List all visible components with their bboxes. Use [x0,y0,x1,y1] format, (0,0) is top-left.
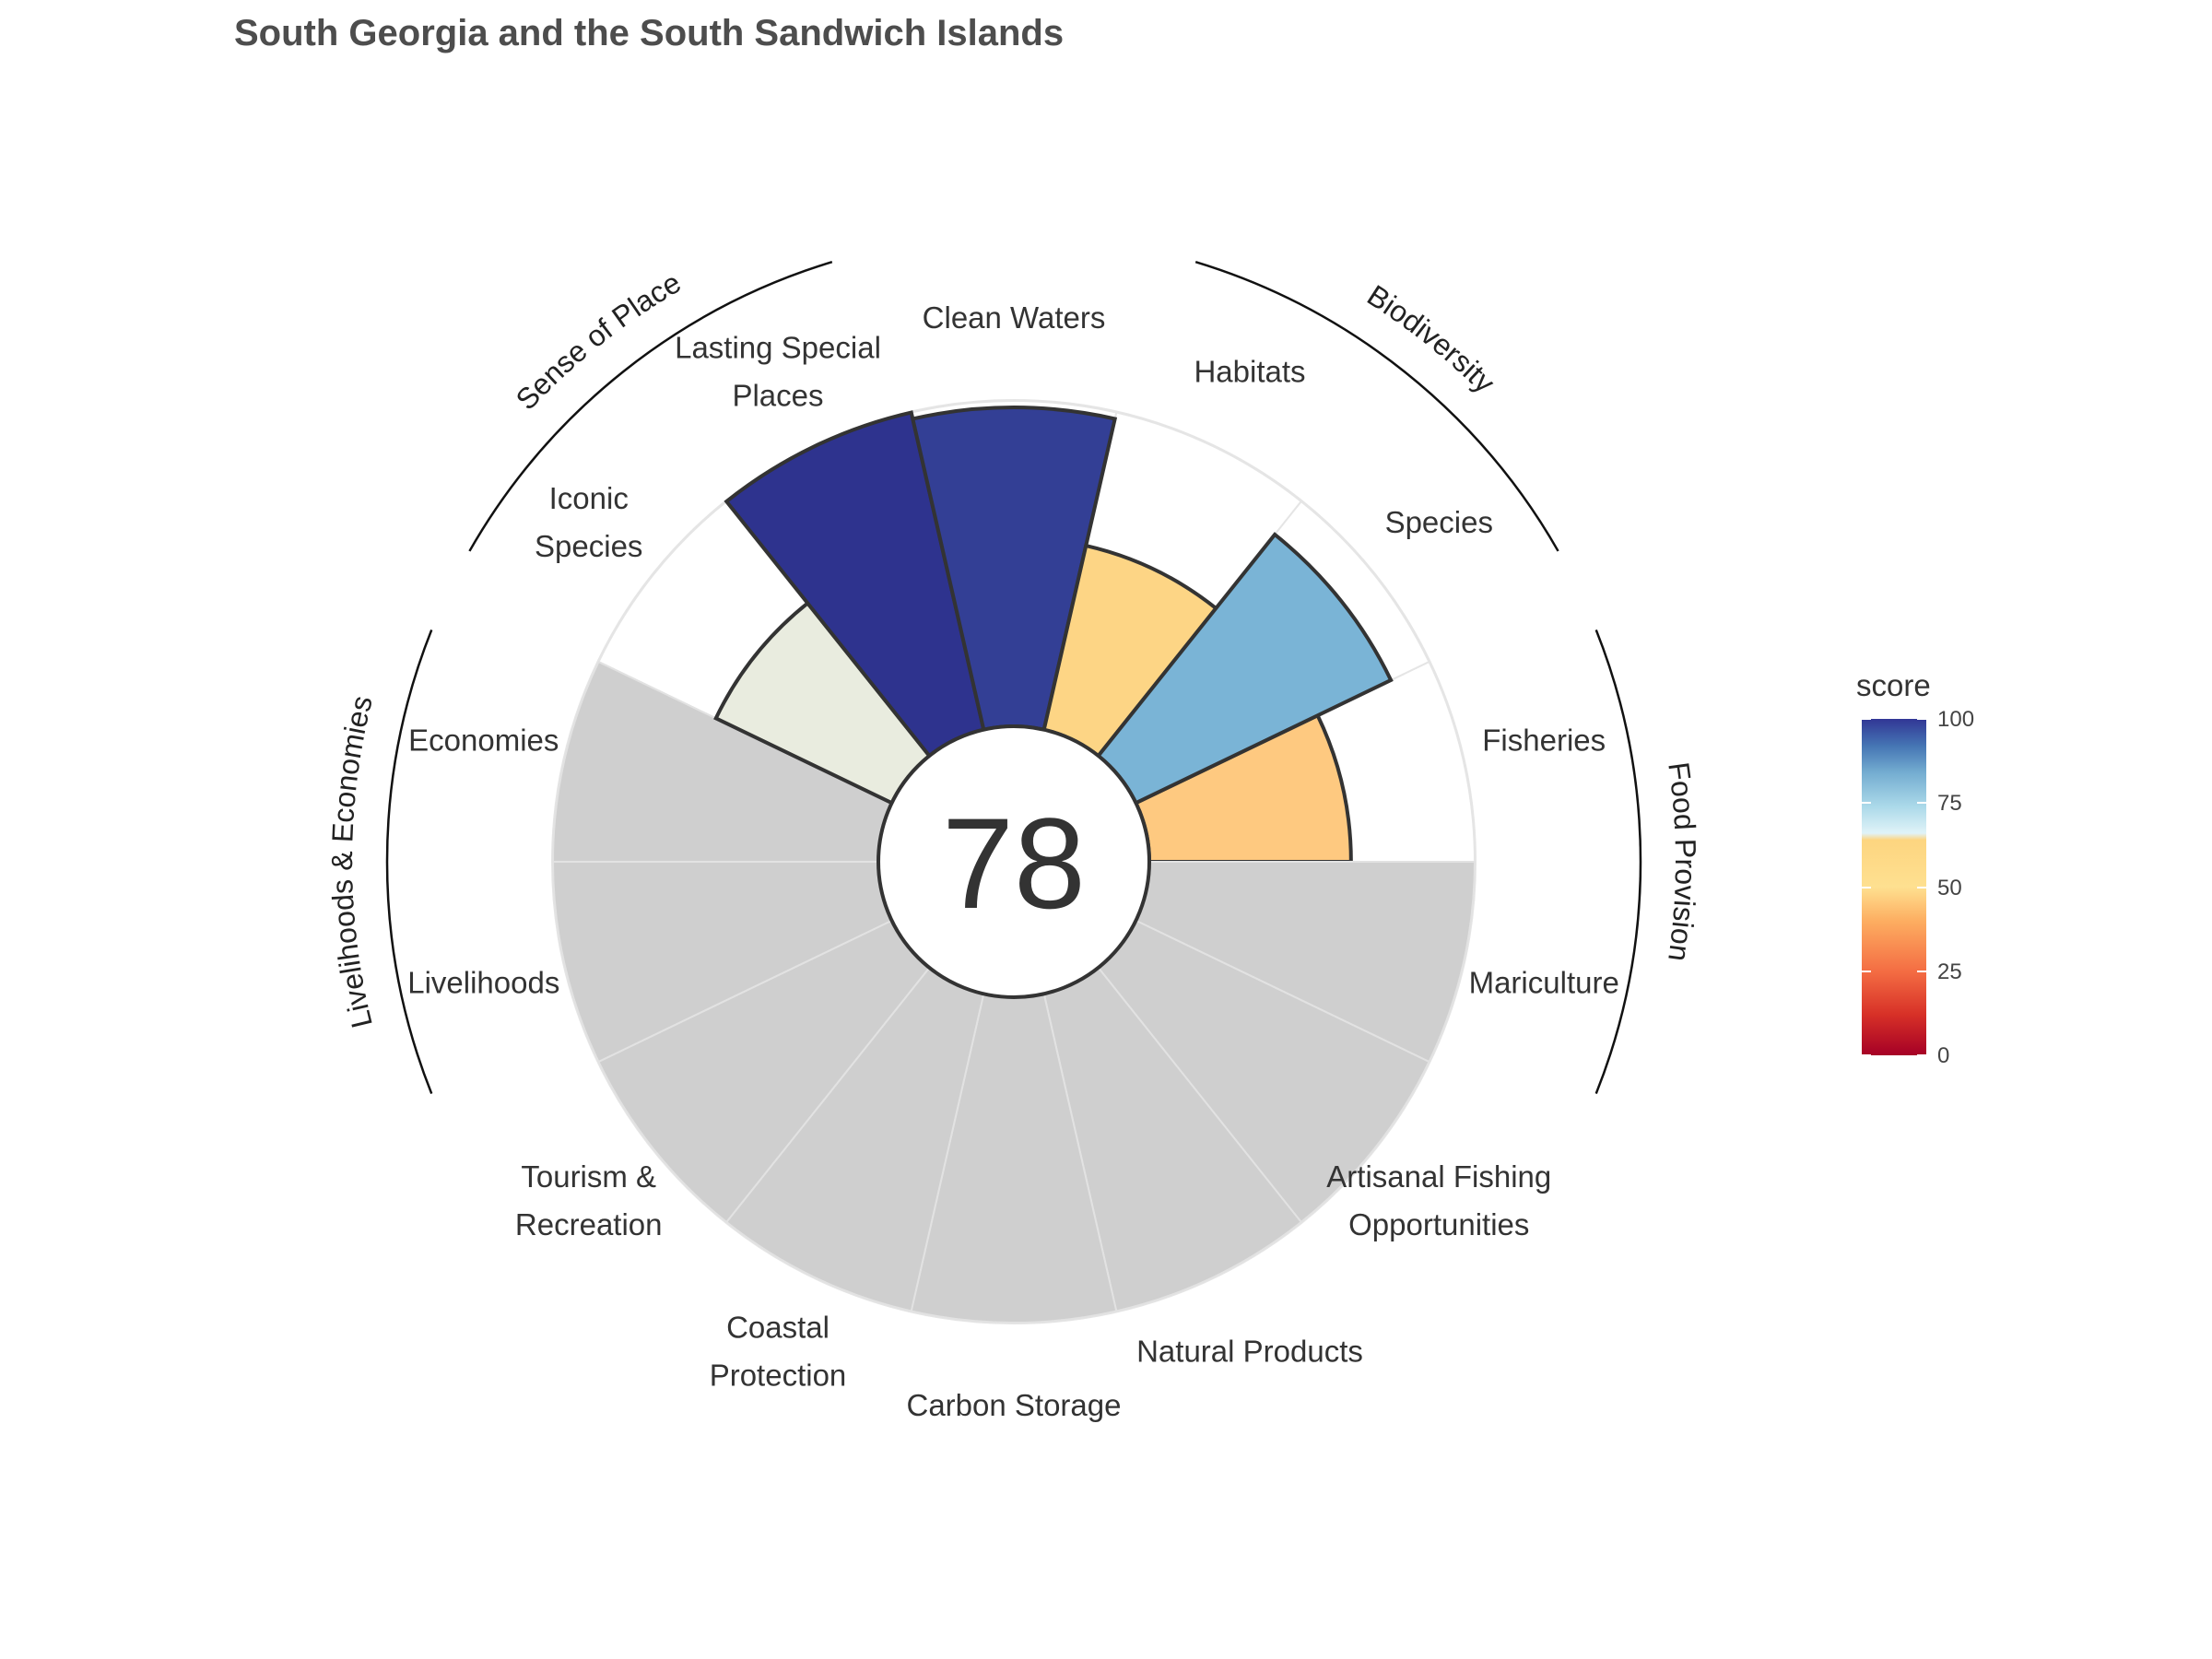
group-arc-livelihoods-and-economies [385,629,433,1095]
chart-title: South Georgia and the South Sandwich Isl… [234,13,1065,53]
petal-label-line: Economies [408,724,559,758]
group-label-food-provision: Food Provision [1662,760,1702,964]
group-label-biodiversity: Biodiversity [1361,278,1501,399]
petal-label-natural-products: Natural Products [1136,1335,1363,1369]
petal-label-carbon-storage: Carbon Storage [907,1388,1122,1422]
legend-tick-label: 25 [1937,959,1962,984]
petal-label-clean-waters: Clean Waters [923,300,1106,335]
petal-label-line: Coastal [726,1311,830,1345]
legend-tick-label: 50 [1937,876,1962,900]
group-arc-sense-of-place [468,261,833,552]
petal-label-line: Mariculture [1469,965,1619,999]
legend-title: score [1856,668,1931,702]
petal-label-iconic-species: Iconic Species [535,481,642,563]
petal-label-line: Livelihoods [407,965,559,999]
petal-label-livelihoods: Livelihoods [407,965,559,999]
petal-label-line: Opportunities [1348,1207,1529,1241]
petal-label-line: Clean Waters [923,300,1106,335]
petal-label-line: Places [732,378,823,412]
petal-label-lasting-special-places: Lasting Special Places [675,330,881,412]
petal-label-line: Species [535,529,642,563]
petal-label-economies: Economies [408,724,559,758]
group-label-text: Biodiversity [1361,278,1501,399]
legend-tick-label: 75 [1937,791,1962,816]
petal-label-line: Habitats [1194,354,1305,388]
petal-label-mariculture: Mariculture [1469,965,1619,999]
petal-label-line: Tourism & [521,1159,656,1194]
group-arc-food-provision [1594,629,1642,1095]
petal-label-tourism-and-recreation: Tourism & Recreation [515,1159,663,1241]
petal-label-line: Recreation [515,1207,663,1241]
petal-label-line: Artisanal Fishing [1326,1159,1551,1194]
petal-label-habitats: Habitats [1194,354,1305,388]
center-score: 78 [942,791,1086,935]
petal-label-species: Species [1385,505,1493,539]
legend: score 0 25 50 75 100 [1843,668,2028,1074]
petal-label-artisanal-fishing-opportunities: Artisanal Fishing Opportunities [1326,1159,1551,1241]
petal-label-line: Natural Products [1136,1335,1363,1369]
group-label-livelihoods-and-economies: Livelihoods & Economies [325,692,379,1031]
legend-colorbar [1862,719,1926,1055]
legend-tick-label: 100 [1937,707,1975,732]
petal-label-line: Fisheries [1482,724,1606,758]
petal-label-line: Carbon Storage [907,1388,1122,1422]
center-circle [877,724,1151,999]
petal-label-line: Lasting Special [675,330,881,364]
legend-tick-label: 0 [1937,1043,1950,1068]
petal-label-line: Iconic [549,481,629,515]
petal-label-fisheries: Fisheries [1482,724,1606,758]
petal-label-coastal-protection: Coastal Protection [710,1311,847,1393]
petal-label-line: Species [1385,505,1493,539]
petal-layer [551,406,1477,1324]
group-label-text: Food Provision [1662,760,1702,964]
petal-label-line: Protection [710,1359,847,1393]
petal-label-layer: Fisheries Mariculture Artisanal Fishing Opp… [407,300,1619,1422]
group-label-text: Livelihoods & Economies [325,692,379,1031]
group-arc-biodiversity [1194,261,1559,552]
